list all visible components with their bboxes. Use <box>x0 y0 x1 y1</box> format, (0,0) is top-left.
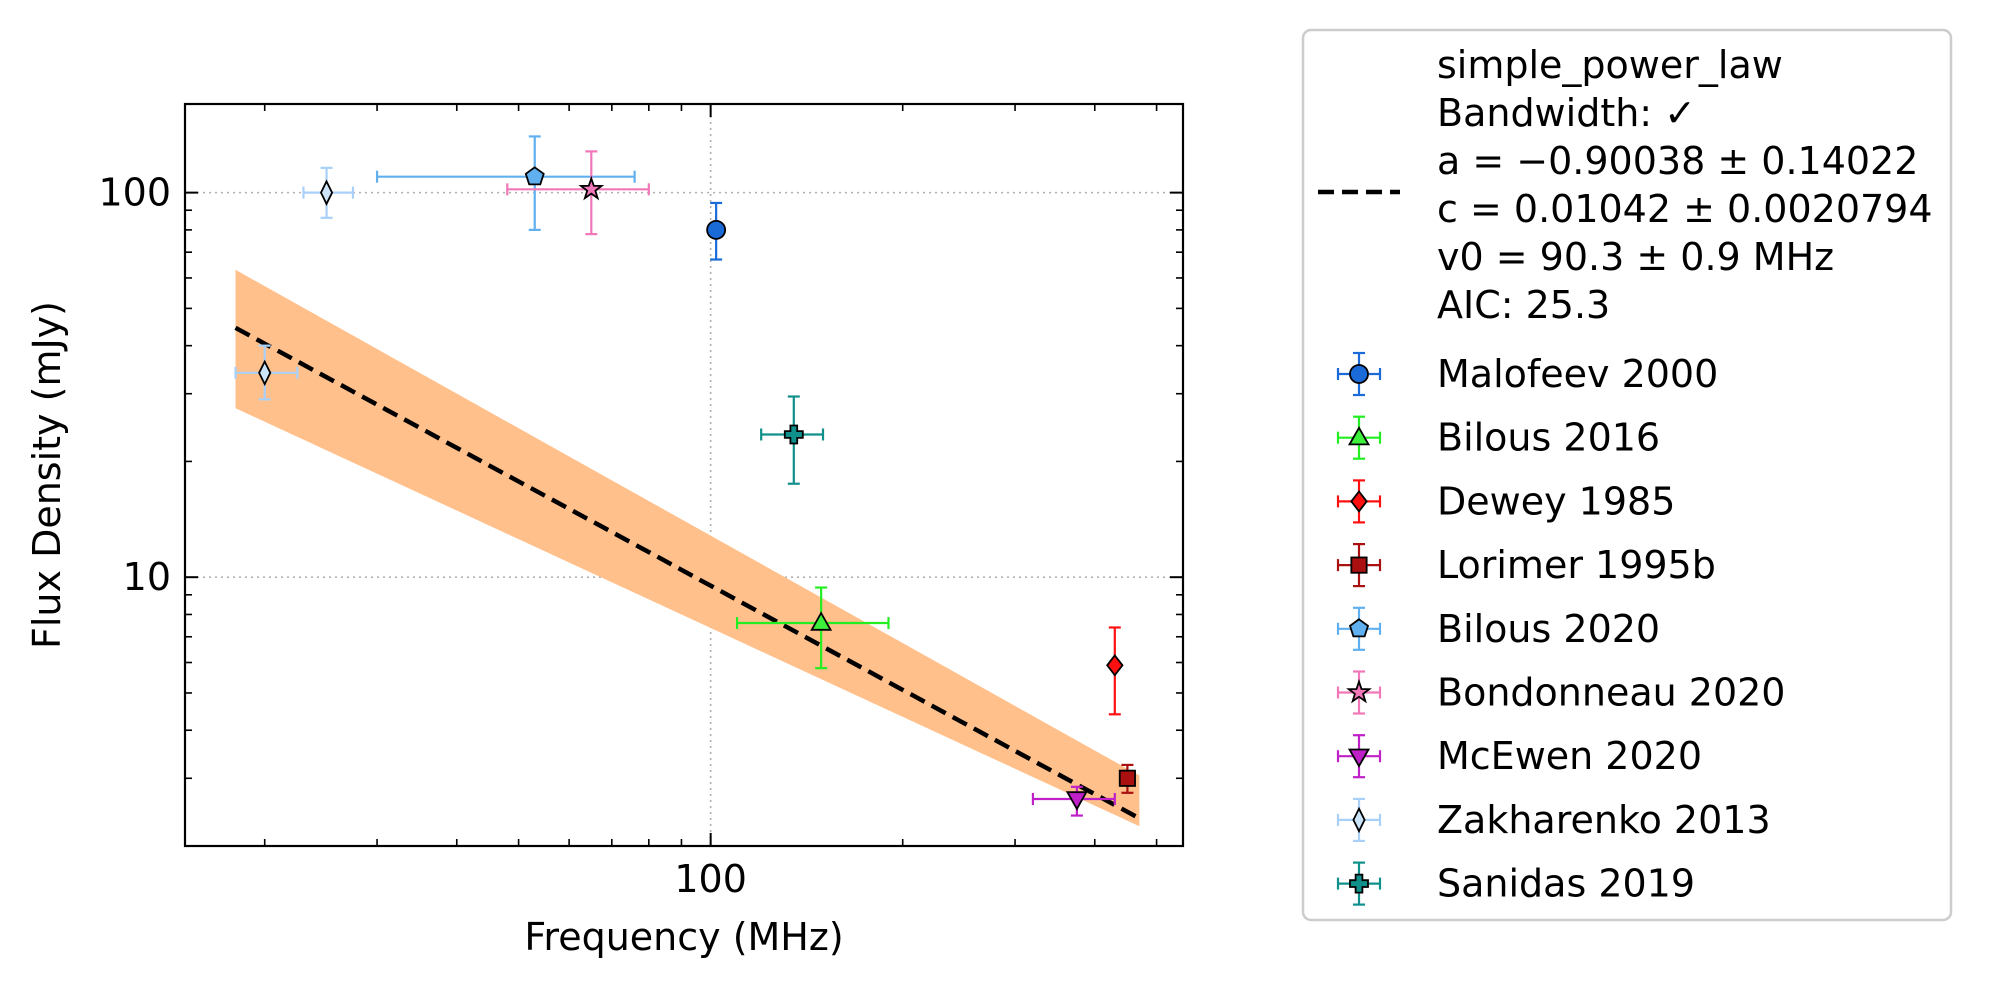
data-point-lorimer-1995b <box>1118 763 1136 794</box>
data-points <box>234 135 1136 817</box>
legend-marker-plus <box>1349 873 1369 894</box>
marker-square <box>1118 769 1136 787</box>
x-axis-label: Frequency (MHz) <box>524 915 843 959</box>
legend-entry-malofeev-2000: Malofeev 2000 <box>1336 351 1718 397</box>
legend-label: Bondonneau 2020 <box>1437 671 1785 715</box>
legend-marker-diamond <box>1350 490 1368 513</box>
marker-circle <box>706 219 727 240</box>
legend-entry-dewey-1985: Dewey 1985 <box>1336 479 1675 524</box>
y-tick-label: 10 <box>123 555 171 599</box>
legend-label: McEwen 2020 <box>1437 734 1702 778</box>
marker-diamond <box>1106 653 1124 677</box>
legend-label: Lorimer 1995b <box>1437 543 1716 587</box>
legend-entry-bilous-2016: Bilous 2016 <box>1336 415 1660 460</box>
data-point-zakharenko-2013 <box>302 166 355 219</box>
legend-marker-circle <box>1349 364 1369 384</box>
marker-triangle-down <box>1065 791 1088 811</box>
legend-marker-thin-diamond <box>1352 806 1366 834</box>
y-axis-label: Flux Density (mJy) <box>25 301 69 649</box>
y-tick-label: 100 <box>98 171 171 215</box>
axis-ticks: 100 10 100 <box>98 104 1183 901</box>
data-point-sanidas-2019 <box>760 395 825 485</box>
legend-label: Dewey 1985 <box>1437 479 1675 523</box>
marker-triangle-up <box>810 611 833 631</box>
fit-layer <box>234 269 1141 827</box>
data-point-malofeev-2000 <box>706 201 727 261</box>
fit-line <box>234 325 1141 821</box>
x-tick-label: 100 <box>674 857 747 901</box>
marker-plus <box>783 424 804 445</box>
legend-entry-bondonneau-2020: Bondonneau 2020 <box>1336 670 1785 715</box>
legend-label: Sanidas 2019 <box>1437 862 1695 906</box>
legend-marker-pentagon <box>1348 618 1370 638</box>
marker-pentagon <box>524 166 545 186</box>
legend-label: Bilous 2020 <box>1437 607 1660 651</box>
plot-frame <box>183 102 1185 848</box>
legend-label: Malofeev 2000 <box>1437 352 1718 396</box>
data-point-bondonneau-2020 <box>506 150 650 236</box>
legend-fit-text-line: simple_power_law <box>1437 43 1783 87</box>
legend-fit-text-line: a = −0.90038 ± 0.14022 <box>1437 139 1918 183</box>
legend-entry-bilous-2020: Bilous 2020 <box>1336 606 1660 651</box>
data-point-dewey-1985 <box>1106 626 1124 716</box>
legend-fit-text-line: v0 = 90.3 ± 0.9 MHz <box>1437 235 1834 279</box>
legend-entry-lorimer-1995b: Lorimer 1995b <box>1336 542 1716 588</box>
marker-thin-diamond <box>258 359 272 387</box>
legend-fit-text-line: c = 0.01042 ± 0.0020794 <box>1437 187 1933 231</box>
data-point-bilous-2016 <box>735 586 890 670</box>
legend-entry-zakharenko-2013: Zakharenko 2013 <box>1336 797 1771 843</box>
legend-marker-square <box>1350 556 1368 574</box>
legend-marker-triangle-up <box>1347 425 1371 446</box>
legend-fit-text-line: Bandwidth: ✓ <box>1437 91 1696 135</box>
data-point-zakharenko-2013 <box>234 344 299 401</box>
data-point-mcewen-2020 <box>1031 785 1116 817</box>
marker-thin-diamond <box>319 179 334 206</box>
legend-label: Zakharenko 2013 <box>1437 798 1771 842</box>
legend-frame <box>1301 28 1953 922</box>
legend-entry-sanidas-2019: Sanidas 2019 <box>1336 861 1695 906</box>
marker-star <box>578 175 605 201</box>
fit-uncertainty-band <box>235 269 1140 827</box>
legend-marker-triangle-down <box>1347 748 1371 768</box>
legend-label: Bilous 2016 <box>1437 416 1660 460</box>
legend-entry-mcewen-2020: McEwen 2020 <box>1336 734 1702 779</box>
legend-fit-text-line: AIC: 25.3 <box>1437 283 1610 327</box>
legend-marker-star <box>1346 678 1372 704</box>
